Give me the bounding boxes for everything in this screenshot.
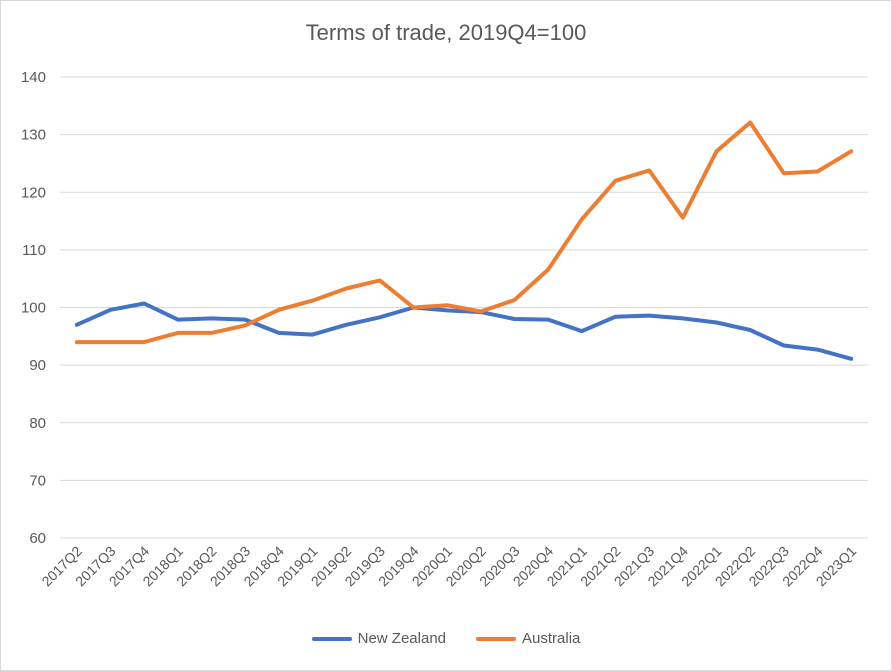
chart-title: Terms of trade, 2019Q4=100 bbox=[305, 20, 587, 45]
chart-legend: New Zealand Australia bbox=[0, 630, 892, 647]
y-tick-label: 70 bbox=[29, 472, 46, 489]
y-tick-label: 130 bbox=[21, 127, 46, 144]
y-tick-label: 120 bbox=[21, 184, 46, 201]
y-tick-label: 90 bbox=[29, 357, 46, 374]
y-tick-label: 100 bbox=[21, 300, 46, 317]
legend-label: New Zealand bbox=[357, 630, 447, 647]
legend-label: Australia bbox=[522, 630, 581, 647]
series-line-new-zealand bbox=[74, 301, 854, 361]
legend-swatch bbox=[476, 636, 517, 641]
y-tick-label: 140 bbox=[21, 69, 46, 86]
legend-swatch bbox=[311, 636, 352, 641]
legend-item: Australia bbox=[476, 630, 580, 647]
series-line-australia bbox=[74, 120, 854, 345]
y-tick-label: 110 bbox=[22, 242, 46, 259]
y-tick-label: 60 bbox=[29, 530, 46, 547]
legend-item: New Zealand bbox=[311, 630, 447, 647]
y-tick-label: 80 bbox=[29, 415, 46, 432]
